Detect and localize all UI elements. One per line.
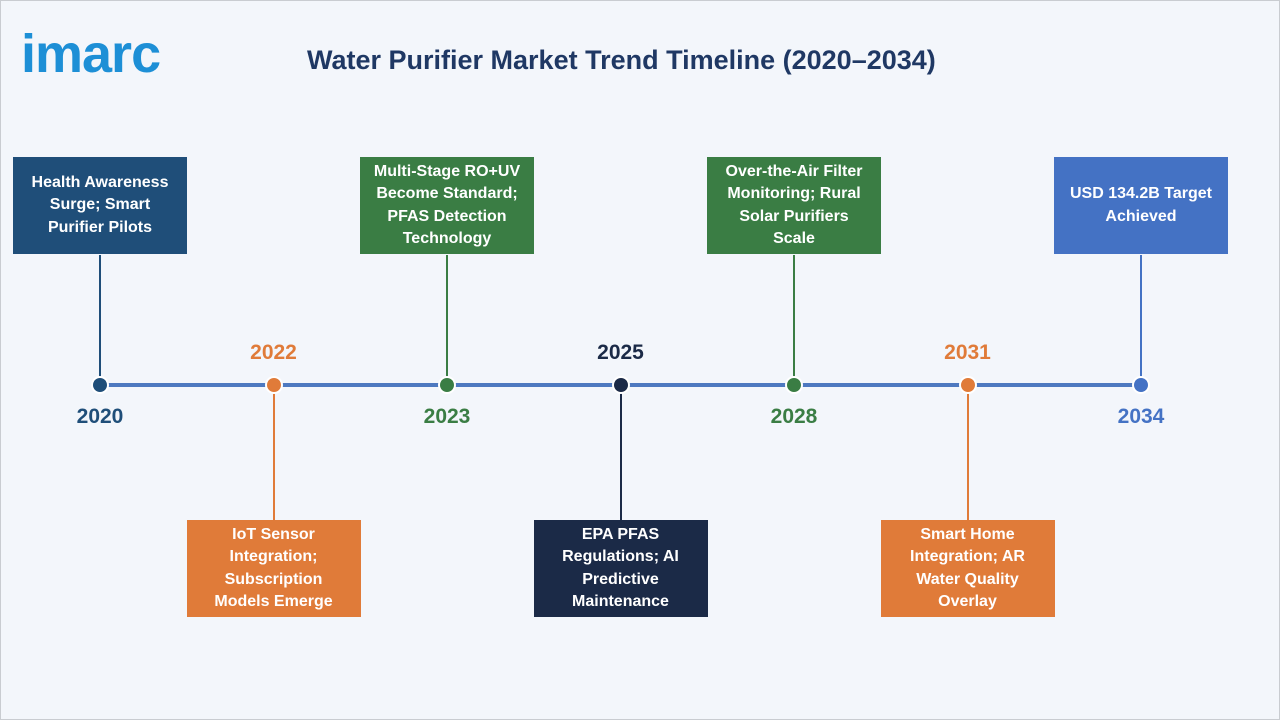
logo: imarc [21, 24, 161, 84]
connector [99, 255, 101, 385]
connector [966, 385, 969, 520]
connector [619, 385, 622, 520]
timeline-dot [438, 376, 456, 394]
title: Water Purifier Market Trend Timeline (20… [307, 45, 936, 75]
event-box: Over-the-Air Filter Monitoring; Rural So… [707, 157, 881, 254]
year-label: 2028 [770, 405, 818, 428]
event-box: Multi-Stage RO+UV Become Standard; PFAS … [360, 157, 534, 254]
event-box: EPA PFAS Regulations; AI Predictive Main… [533, 520, 708, 617]
connector [446, 255, 448, 385]
timeline-dot [958, 376, 977, 394]
event-box: IoT Sensor Integration; Subscription Mod… [186, 520, 361, 617]
connector [793, 255, 795, 385]
year-label: 2022 [250, 341, 297, 364]
connector [272, 385, 275, 520]
event-box: USD 134.2B Target Achieved [1054, 157, 1228, 254]
timeline-dot [91, 376, 109, 394]
event-box: Smart Home Integration; AR Water Quality… [880, 520, 1055, 617]
timeline-dot [264, 376, 283, 394]
connector [1140, 255, 1142, 385]
timeline-dot [785, 376, 803, 394]
year-label: 2020 [76, 405, 124, 428]
timeline-dot [611, 376, 630, 394]
event-box: Health Awareness Surge; Smart Purifier P… [13, 157, 187, 254]
year-label: 2023 [423, 405, 471, 428]
year-label: 2031 [944, 341, 991, 364]
timeline-dot [1132, 376, 1150, 394]
year-label: 2025 [597, 341, 644, 364]
year-label: 2034 [1117, 405, 1165, 428]
